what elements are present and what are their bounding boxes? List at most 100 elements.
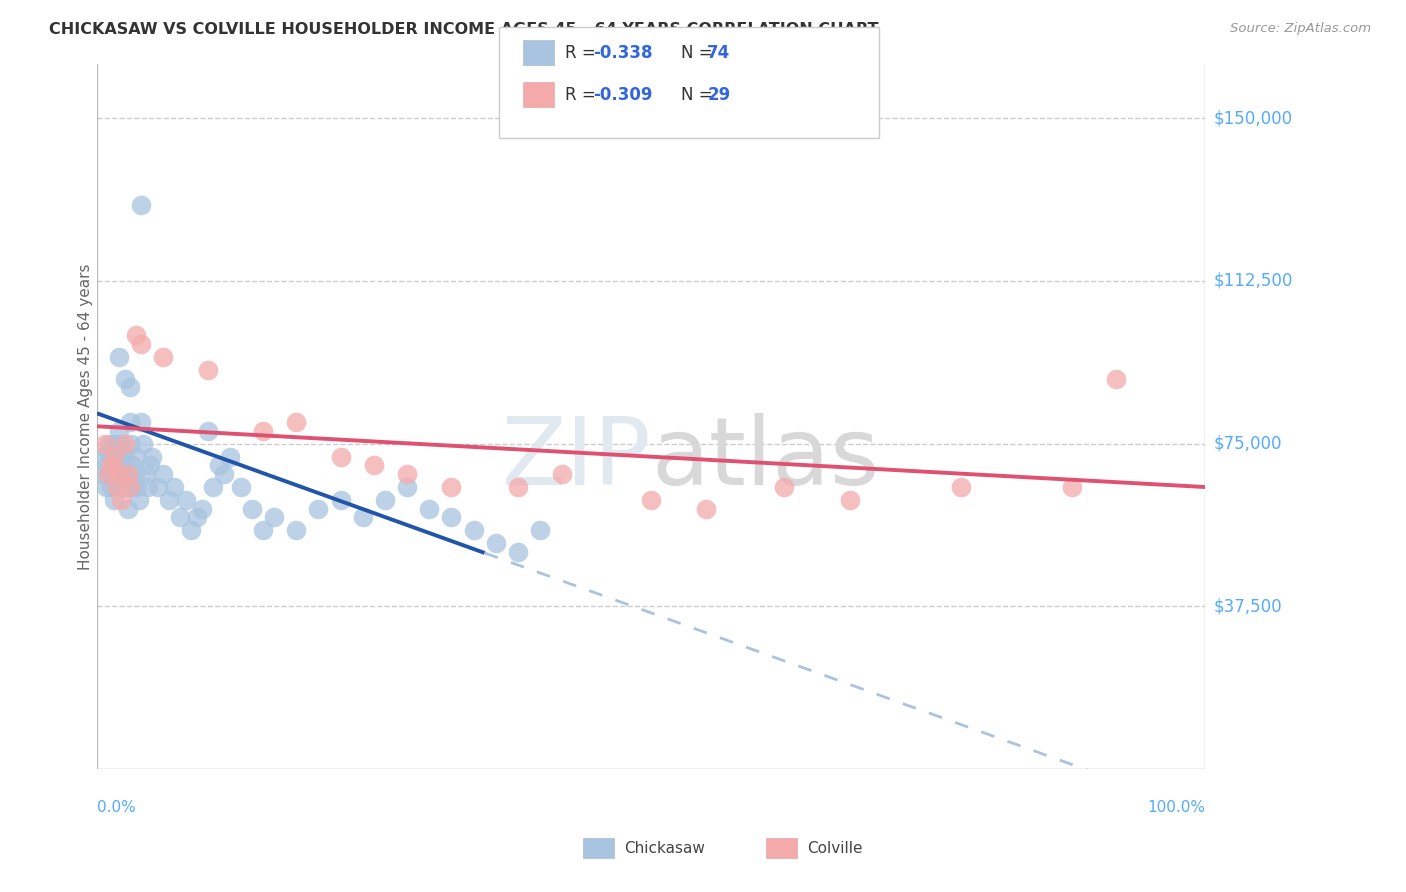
Point <box>157 493 180 508</box>
Point <box>114 371 136 385</box>
Point <box>128 493 150 508</box>
Point <box>97 467 120 481</box>
Point <box>94 480 117 494</box>
Point <box>374 493 396 508</box>
Point <box>129 415 152 429</box>
Point <box>352 510 374 524</box>
Point <box>208 458 231 473</box>
Text: -0.309: -0.309 <box>593 86 652 103</box>
Point <box>107 480 129 494</box>
Point <box>772 480 794 494</box>
Point <box>136 480 159 494</box>
Point <box>440 510 463 524</box>
Point <box>103 467 125 481</box>
Point <box>108 350 131 364</box>
Point <box>180 524 202 538</box>
Point <box>114 467 136 481</box>
Point <box>186 510 208 524</box>
Text: atlas: atlas <box>651 413 879 505</box>
Point <box>950 480 973 494</box>
Point <box>108 424 131 438</box>
Point <box>285 415 308 429</box>
Point <box>139 458 162 473</box>
Point <box>97 445 120 459</box>
Point <box>124 450 146 464</box>
Point <box>120 436 142 450</box>
Point <box>252 424 274 438</box>
Text: Colville: Colville <box>807 841 862 855</box>
Point <box>363 458 385 473</box>
Point <box>93 450 115 464</box>
Point <box>191 501 214 516</box>
Point <box>120 480 142 494</box>
Point <box>114 450 136 464</box>
Point <box>120 415 142 429</box>
Point <box>104 450 127 464</box>
Point <box>485 536 508 550</box>
Text: Chickasaw: Chickasaw <box>624 841 706 855</box>
Point <box>135 467 157 481</box>
Point <box>122 480 145 494</box>
Text: $37,500: $37,500 <box>1213 598 1282 615</box>
Text: 74: 74 <box>707 44 731 62</box>
Point <box>197 424 219 438</box>
Point <box>640 493 662 508</box>
Text: N =: N = <box>681 86 717 103</box>
Point <box>110 493 132 508</box>
Text: R =: R = <box>565 86 602 103</box>
Point <box>98 436 121 450</box>
Point <box>218 450 240 464</box>
Point <box>141 450 163 464</box>
Point <box>112 467 135 481</box>
Text: 100.0%: 100.0% <box>1147 799 1205 814</box>
Point <box>93 436 115 450</box>
Point <box>146 480 169 494</box>
Point <box>252 524 274 538</box>
Point <box>174 493 197 508</box>
Point <box>98 450 121 464</box>
Point <box>101 458 124 473</box>
Point <box>308 501 330 516</box>
Point <box>120 380 142 394</box>
Point <box>329 450 352 464</box>
Point <box>117 501 139 516</box>
Point <box>105 467 128 481</box>
Y-axis label: Householder Income Ages 45 - 64 years: Householder Income Ages 45 - 64 years <box>79 263 93 570</box>
Point <box>1105 371 1128 385</box>
Point <box>129 198 152 212</box>
Text: $112,500: $112,500 <box>1213 272 1292 290</box>
Point <box>551 467 574 481</box>
Text: ZIP: ZIP <box>502 413 651 505</box>
Point <box>440 480 463 494</box>
Point <box>463 524 485 538</box>
Point <box>396 467 419 481</box>
Text: R =: R = <box>565 44 602 62</box>
Text: 0.0%: 0.0% <box>97 799 135 814</box>
Text: N =: N = <box>681 44 717 62</box>
Point <box>100 480 122 494</box>
Point <box>111 480 134 494</box>
Point <box>124 467 146 481</box>
Point <box>506 545 529 559</box>
Text: Source: ZipAtlas.com: Source: ZipAtlas.com <box>1230 22 1371 36</box>
Point <box>108 450 131 464</box>
Point <box>197 363 219 377</box>
Point <box>103 450 125 464</box>
Text: 29: 29 <box>707 86 731 103</box>
Point <box>125 480 148 494</box>
Point <box>104 436 127 450</box>
Point <box>152 350 174 364</box>
Point <box>114 436 136 450</box>
Text: CHICKASAW VS COLVILLE HOUSEHOLDER INCOME AGES 45 - 64 YEARS CORRELATION CHART: CHICKASAW VS COLVILLE HOUSEHOLDER INCOME… <box>49 22 879 37</box>
Point <box>285 524 308 538</box>
Point <box>396 480 419 494</box>
Point <box>117 467 139 481</box>
Point <box>121 458 143 473</box>
Point <box>97 467 120 481</box>
Point <box>129 337 152 351</box>
Point <box>418 501 440 516</box>
Point <box>329 493 352 508</box>
Point <box>103 493 125 508</box>
Text: $75,000: $75,000 <box>1213 434 1282 452</box>
Point <box>115 480 138 494</box>
